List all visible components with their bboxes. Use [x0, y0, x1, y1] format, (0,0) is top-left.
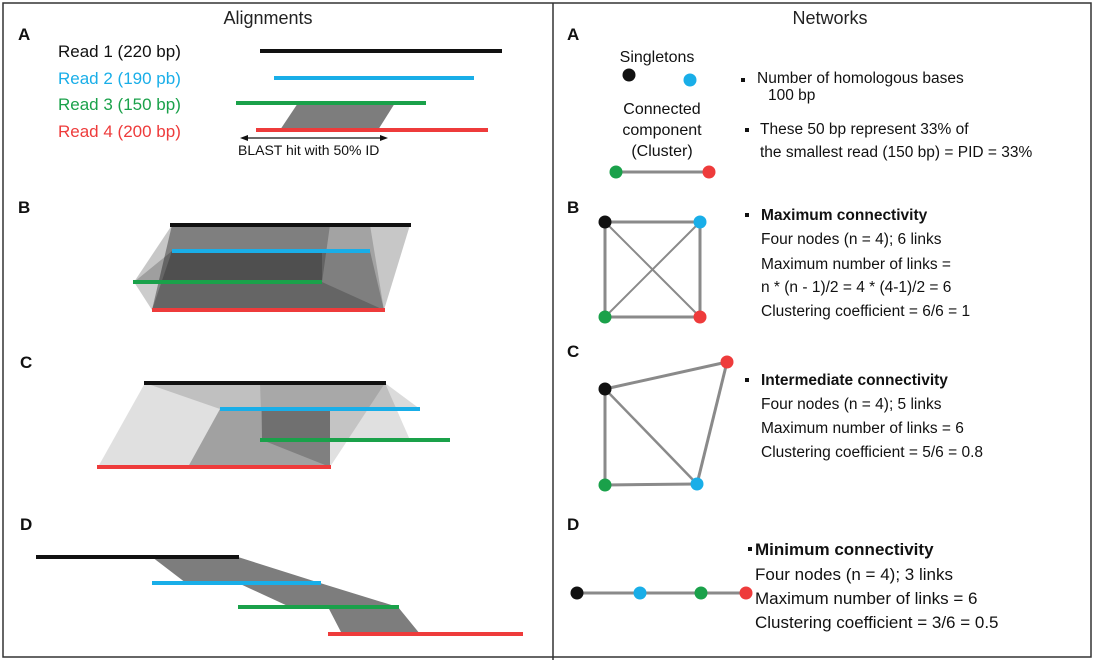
alignments-header: Alignments [223, 8, 312, 28]
overlap-shade [188, 409, 330, 467]
min-line-2: Maximum number of links = 6 [755, 589, 978, 608]
component-line-3: (Cluster) [631, 143, 692, 160]
bullet-marker [741, 78, 745, 82]
node-blue [690, 477, 704, 491]
arrow-left-head [240, 135, 248, 141]
node-blue [633, 586, 647, 600]
read-2-label: Read 2 (190 pb) [58, 69, 181, 88]
component-line-2: component [622, 122, 702, 139]
bullet-marker [745, 213, 749, 217]
node-green [598, 478, 612, 492]
node-green [609, 165, 623, 179]
network-section-d: D Minimum connectivity Four nodes (n = 4… [567, 515, 999, 632]
network-label-b: B [567, 198, 579, 217]
bullet-marker [745, 378, 749, 382]
overlap-shade [260, 383, 410, 440]
network-section-c: C Intermediate connectivity Four nodes (… [567, 342, 983, 492]
node-red [702, 165, 716, 179]
intermediate-line-3: Clustering coefficient = 5/6 = 0.8 [761, 444, 983, 461]
network-label-d: D [567, 515, 579, 534]
singletons-label: Singletons [620, 49, 695, 66]
node-red [693, 310, 707, 324]
overlap-shade [152, 557, 320, 583]
overlap-shade [238, 583, 398, 607]
intermediate-connectivity-title: Intermediate connectivity [761, 372, 948, 389]
alignment-section-b: B [18, 198, 411, 312]
overlap-shade [152, 225, 410, 310]
graph-edge [604, 221, 701, 318]
intermediate-line-1: Four nodes (n = 4); 5 links [761, 396, 942, 413]
component-line-1: Connected [623, 101, 700, 118]
node-red [720, 355, 734, 369]
bullet2-line-2: the smallest read (150 bp) = PID = 33% [760, 144, 1032, 161]
bullet1-line-2: 100 bp [768, 87, 815, 104]
min-connectivity-title: Minimum connectivity [755, 540, 934, 559]
section-label-c: C [20, 353, 32, 372]
bullet1-line-1: Number of homologous bases [757, 70, 964, 87]
node-blue [693, 215, 707, 229]
alignment-section-d: D [20, 515, 523, 636]
overlap-shade [98, 383, 385, 467]
blast-overlap-shade [280, 103, 395, 130]
graph-edge [604, 388, 698, 485]
node-green [694, 586, 708, 600]
arrow-right-head [380, 135, 388, 141]
read-4-label: Read 4 (200 bp) [58, 122, 181, 141]
graph-edge [604, 360, 728, 391]
overlap-shade [328, 607, 420, 634]
max-connectivity-title: Maximum connectivity [761, 207, 928, 224]
read-1-label: Read 1 (220 bp) [58, 42, 181, 61]
networks-header: Networks [792, 8, 867, 28]
intermediate-line-2: Maximum number of links = 6 [761, 420, 964, 437]
network-section-b: B Maximum connectivity Four nodes (n = 4… [567, 198, 970, 324]
node-red [739, 586, 753, 600]
max-line-2: Maximum number of links = [761, 256, 951, 273]
overlap-shade [134, 282, 384, 310]
read-3-label: Read 3 (150 bp) [58, 95, 181, 114]
node-black [570, 586, 584, 600]
graph-edge [604, 482, 698, 487]
graph-edge [695, 361, 729, 485]
node-blue [683, 73, 697, 87]
section-label-b: B [18, 198, 30, 217]
node-green [598, 310, 612, 324]
alignment-section-c: C [20, 353, 450, 469]
network-label-c: C [567, 342, 579, 361]
blast-hit-label: BLAST hit with 50% ID [238, 142, 379, 158]
overlap-shade [134, 225, 330, 282]
node-black [598, 215, 612, 229]
node-black [622, 68, 636, 82]
max-line-1: Four nodes (n = 4); 6 links [761, 231, 942, 248]
bullet-marker [745, 128, 749, 132]
min-line-1: Four nodes (n = 4); 3 links [755, 565, 953, 584]
section-label-d: D [20, 515, 32, 534]
min-line-3: Clustering coefficient = 3/6 = 0.5 [755, 613, 999, 632]
overlap-shade [134, 251, 322, 282]
overlap-shade [145, 383, 420, 409]
max-line-4: Clustering coefficient = 6/6 = 1 [761, 303, 970, 320]
section-label-a: A [18, 25, 30, 44]
max-line-3: n * (n - 1)/2 = 4 * (4-1)/2 = 6 [761, 279, 951, 296]
node-black [598, 382, 612, 396]
network-section-a: A Singletons Connected component (Cluste… [567, 25, 1032, 179]
alignment-section-a: A Read 1 (220 bp) Read 2 (190 pb) Read 3… [18, 25, 502, 158]
bullet2-line-1: These 50 bp represent 33% of [760, 121, 969, 138]
overlap-shade [152, 225, 384, 310]
network-label-a: A [567, 25, 579, 44]
bullet-marker [748, 547, 752, 551]
